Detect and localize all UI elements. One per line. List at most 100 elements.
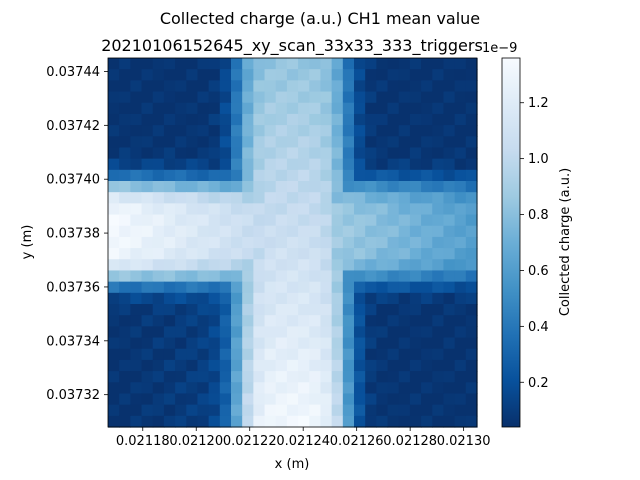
heatmap-cell (443, 371, 456, 383)
heatmap-cell (320, 270, 333, 283)
heatmap-cell (409, 147, 422, 160)
x-axis-label: x (m) (275, 457, 310, 472)
heatmap-cell (342, 158, 355, 171)
heatmap-cell (275, 371, 288, 383)
heatmap-cell (231, 225, 243, 238)
x-axis: 0.02118 0.02120 0.02122 0.02124 0.02126 0.021… (116, 427, 491, 449)
heatmap-cell (354, 69, 366, 81)
y-tick-label: 0.03736 (46, 280, 100, 295)
heatmap-cell (197, 382, 210, 395)
heatmap-cell (108, 315, 120, 327)
heatmap-cell (354, 136, 366, 149)
heatmap-cell (108, 359, 120, 372)
heatmap-cell (231, 404, 243, 417)
colorbar-tick-label: 0.8 (528, 208, 549, 223)
heatmap-cell (264, 125, 277, 137)
heatmap-cell (119, 415, 131, 428)
heatmap-cell (342, 404, 355, 417)
heatmap-cell (231, 348, 243, 361)
heatmap-cell (242, 326, 254, 339)
heatmap-cell (376, 270, 389, 283)
heatmap-cell (331, 415, 344, 428)
heatmap-cell (130, 102, 143, 115)
heatmap-cell (354, 80, 366, 93)
heatmap-cell (175, 404, 187, 417)
heatmap-cell (130, 125, 143, 137)
heatmap-cell (387, 415, 400, 428)
heatmap-cell (309, 91, 322, 104)
heatmap-cell (320, 102, 333, 115)
heatmap-cell (175, 113, 187, 126)
heatmap-cell (365, 382, 377, 395)
heatmap-cell (197, 192, 210, 204)
heatmap-cell (320, 214, 333, 227)
heatmap-cell (175, 91, 187, 104)
heatmap-cell (387, 382, 400, 395)
heatmap-cell (286, 169, 299, 182)
heatmap-cell (376, 169, 389, 182)
y-tick-label: 0.03744 (46, 65, 100, 80)
heatmap-cell (130, 248, 143, 260)
heatmap-cell (242, 158, 254, 171)
heatmap-cell (108, 270, 120, 283)
heatmap-cell (454, 192, 467, 204)
heatmap-cell (253, 326, 266, 339)
heatmap-cell (409, 415, 422, 428)
heatmap-cell (119, 304, 131, 316)
heatmap-cell (130, 259, 143, 272)
heatmap-cell (309, 326, 322, 339)
heatmap-cell (275, 236, 288, 249)
heatmap-cell (342, 147, 355, 160)
heatmap-cell (197, 371, 210, 383)
heatmap-cell (253, 58, 266, 70)
heatmap-cell (108, 348, 120, 361)
heatmap-cell (152, 113, 165, 126)
heatmap-cell (253, 80, 266, 93)
colorbar-tick-label: 0.2 (528, 376, 549, 391)
heatmap-cell (175, 102, 187, 115)
heatmap-cell (286, 58, 299, 70)
heatmap-cell (320, 91, 333, 104)
heatmap-cell (152, 304, 165, 316)
heatmap-cell (108, 393, 120, 406)
heatmap-cell (342, 348, 355, 361)
heatmap-cell (242, 382, 254, 395)
heatmap-cell (275, 203, 288, 216)
heatmap-cell (342, 337, 355, 350)
heatmap-cell (141, 326, 154, 339)
heatmap-cell (253, 136, 266, 149)
heatmap-cell (331, 393, 344, 406)
heatmap-cell (443, 236, 456, 249)
heatmap-cell (421, 136, 433, 149)
heatmap-cell (398, 281, 411, 294)
heatmap-cell (175, 304, 187, 316)
heatmap-cell (186, 371, 199, 383)
heatmap-cell (152, 136, 165, 149)
heatmap-cell (398, 304, 411, 316)
heatmap-cell (465, 337, 478, 350)
heatmap-cell (443, 158, 456, 171)
heatmap-cell (186, 69, 199, 81)
heatmap-cell (421, 169, 433, 182)
heatmap-cell (443, 91, 456, 104)
heatmap-cell (342, 136, 355, 149)
heatmap-cell (465, 304, 478, 316)
heatmap-cell (320, 192, 333, 204)
heatmap-cell (309, 203, 322, 216)
heatmap-cell (286, 69, 299, 81)
heatmap-cell (231, 337, 243, 350)
heatmap-cell (320, 337, 333, 350)
heatmap-cell (208, 58, 221, 70)
heatmap-cell (298, 270, 310, 283)
heatmap-cell (231, 415, 243, 428)
heatmap-cell (275, 248, 288, 260)
heatmap-cell (331, 113, 344, 126)
heatmap-cell (354, 91, 366, 104)
heatmap-cell (465, 270, 478, 283)
heatmap-cell (432, 102, 445, 115)
heatmap-cell (219, 415, 232, 428)
heatmap-cell (421, 281, 433, 294)
heatmap-cell (264, 259, 277, 272)
heatmap-cell (443, 348, 456, 361)
heatmap-cell (432, 382, 445, 395)
